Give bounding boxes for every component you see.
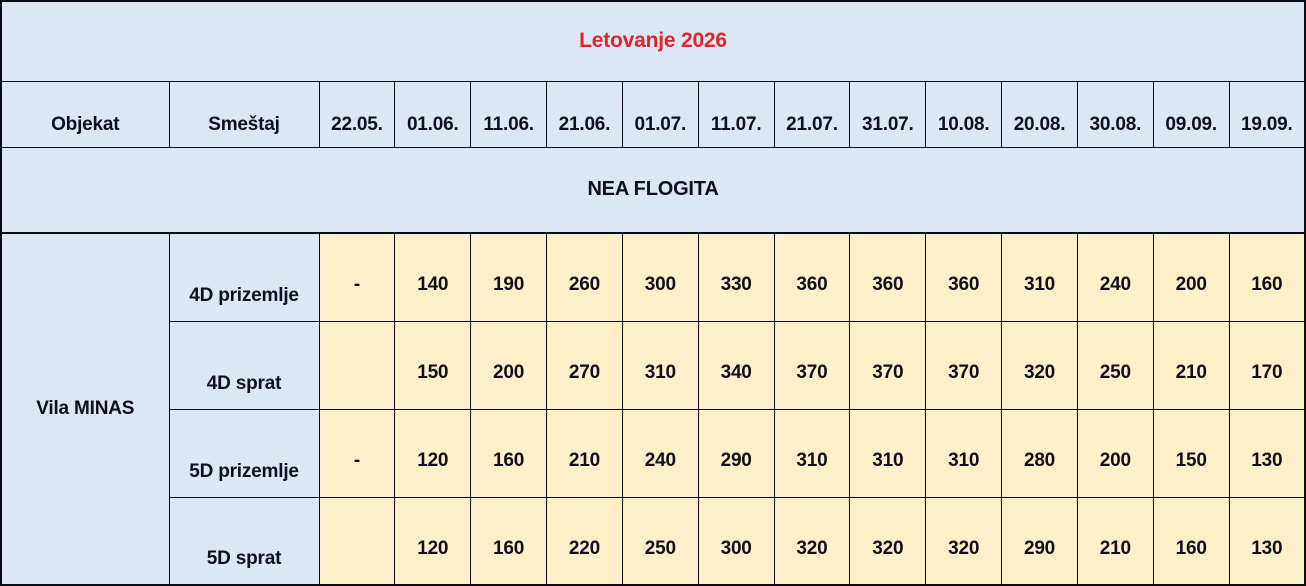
column-header-date: 21.06.	[546, 80, 623, 148]
price-cell: 250	[1076, 320, 1154, 410]
column-header-date: 01.07.	[621, 80, 699, 148]
price-cell: 210	[1152, 320, 1230, 410]
section-row: NEA FLOGITA	[0, 146, 1306, 234]
empty-price-cell	[318, 320, 396, 410]
price-cell: 320	[925, 496, 1003, 586]
price-cell: 220	[546, 496, 623, 586]
price-cell: 140	[394, 232, 472, 322]
column-header-date: 21.07.	[773, 80, 851, 148]
price-cell: 330	[697, 232, 775, 322]
column-header-date: 30.08.	[1076, 80, 1154, 148]
column-header-date: 22.05.	[318, 80, 396, 148]
table-row: 5D prizemlje -120 160 210 240 290 310 310 310 280…	[1, 408, 1306, 498]
title-row: Letovanje 2026	[0, 0, 1306, 82]
price-cell: 190	[470, 232, 548, 322]
price-cell: 370	[849, 320, 927, 410]
section-header: NEA FLOGITA	[0, 146, 1306, 234]
price-cell: 270	[546, 320, 623, 410]
price-cell: 150	[394, 320, 472, 410]
price-cell: 150	[1152, 408, 1230, 498]
column-header-date: 10.08.	[925, 80, 1003, 148]
price-cell: 320	[773, 496, 851, 586]
price-cell: 290	[697, 408, 775, 498]
column-header-date: 31.07.	[849, 80, 927, 148]
price-cell: 370	[925, 320, 1003, 410]
price-cell: 170	[1228, 320, 1306, 410]
price-cell: 310	[1001, 232, 1078, 322]
price-cell: 310	[621, 320, 699, 410]
price-cell: 160	[1228, 232, 1306, 322]
price-cell: 300	[621, 232, 699, 322]
price-cell: 200	[1076, 408, 1154, 498]
price-cell: 240	[621, 408, 699, 498]
column-header-date: 01.06.	[394, 80, 472, 148]
header-row: Objekat Smeštaj 22.05. 01.06. 11.06. 21.06.…	[0, 80, 1306, 148]
price-rows: Vila MINAS 4D prizemlje -140 190 260 300 330 36…	[0, 232, 1306, 586]
price-cell: 340	[697, 320, 775, 410]
price-cell: -	[318, 232, 396, 322]
empty-price-cell	[318, 496, 396, 586]
row-label-cell: 4D prizemlje	[168, 232, 320, 322]
price-cell: 130	[1228, 496, 1306, 586]
column-header-objekat: Objekat	[0, 80, 170, 148]
price-cell: 360	[773, 232, 851, 322]
row-label-cell: 4D sprat	[168, 320, 320, 410]
price-cell: -	[318, 408, 396, 498]
price-cell: 310	[925, 408, 1003, 498]
table-row: 5D sprat 120 160 220 250 300 320 320 320 290 210 16…	[1, 496, 1306, 586]
column-header-date: 20.08.	[1001, 80, 1078, 148]
price-cell: 290	[1001, 496, 1078, 586]
price-cell: 370	[773, 320, 851, 410]
table-row: 4D sprat 150 200 270 310 340 370 370 370 320 250 21…	[1, 320, 1306, 410]
price-cell: 120	[394, 408, 472, 498]
object-name-cell: Vila MINAS	[0, 232, 170, 586]
price-cell: 300	[697, 496, 775, 586]
price-cell: 160	[470, 408, 548, 498]
price-cell: 120	[394, 496, 472, 586]
price-cell: 320	[1001, 320, 1078, 410]
price-cell: 360	[925, 232, 1003, 322]
column-header-date: 11.06.	[470, 80, 548, 148]
price-cell: 320	[849, 496, 927, 586]
price-cell: 130	[1228, 408, 1306, 498]
price-cell: 310	[773, 408, 851, 498]
column-header-smestaj: Smeštaj	[168, 80, 320, 148]
price-cell: 160	[470, 496, 548, 586]
column-header-date: 09.09.	[1152, 80, 1230, 148]
price-cell: 260	[546, 232, 623, 322]
price-cell: 250	[621, 496, 699, 586]
price-cell: 210	[1076, 496, 1154, 586]
price-cell: 210	[546, 408, 623, 498]
column-header-date: 19.09.	[1228, 80, 1306, 148]
price-cell: 240	[1076, 232, 1154, 322]
table-title: Letovanje 2026	[0, 0, 1306, 82]
price-cell: 160	[1152, 496, 1230, 586]
row-label-cell: 5D prizemlje	[168, 408, 320, 498]
row-label-cell: 5D sprat	[168, 496, 320, 586]
price-cell: 200	[1152, 232, 1230, 322]
table-row: Vila MINAS 4D prizemlje -140 190 260 300 330 36…	[0, 232, 1306, 586]
price-cell: 280	[1001, 408, 1078, 498]
price-cell: 200	[470, 320, 548, 410]
price-cell: 360	[849, 232, 927, 322]
price-cell: 310	[849, 408, 927, 498]
column-header-date: 11.07.	[697, 80, 775, 148]
